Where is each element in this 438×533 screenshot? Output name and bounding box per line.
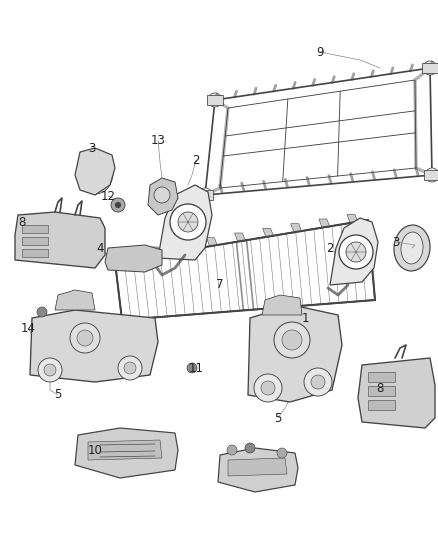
Polygon shape [75, 428, 178, 478]
Text: 12: 12 [100, 190, 116, 203]
Text: 8: 8 [376, 382, 384, 394]
Circle shape [178, 212, 198, 232]
Text: 5: 5 [54, 389, 62, 401]
Circle shape [423, 61, 437, 75]
Circle shape [425, 168, 438, 182]
Circle shape [187, 363, 197, 373]
Ellipse shape [77, 150, 113, 194]
Circle shape [77, 330, 93, 346]
Polygon shape [262, 295, 302, 315]
Circle shape [304, 368, 332, 396]
Circle shape [282, 330, 302, 350]
Polygon shape [218, 448, 298, 492]
Polygon shape [358, 358, 435, 428]
Polygon shape [122, 252, 133, 260]
Circle shape [38, 358, 62, 382]
Circle shape [227, 445, 237, 455]
Polygon shape [115, 220, 375, 320]
Polygon shape [319, 219, 330, 227]
Text: 14: 14 [21, 321, 35, 335]
Polygon shape [368, 386, 395, 396]
Polygon shape [207, 95, 223, 105]
Polygon shape [15, 212, 105, 268]
Text: 2: 2 [326, 241, 334, 254]
Polygon shape [150, 247, 161, 255]
Polygon shape [75, 148, 115, 195]
Polygon shape [30, 310, 158, 382]
Polygon shape [206, 238, 217, 246]
Circle shape [245, 443, 255, 453]
Polygon shape [424, 170, 438, 180]
Circle shape [124, 362, 136, 374]
Text: 4: 4 [96, 241, 104, 254]
Ellipse shape [401, 232, 423, 264]
Polygon shape [234, 233, 246, 241]
Polygon shape [263, 228, 274, 236]
Circle shape [346, 242, 366, 262]
Polygon shape [228, 458, 287, 476]
Polygon shape [220, 80, 416, 188]
Text: 8: 8 [18, 215, 26, 229]
Polygon shape [158, 185, 212, 260]
Polygon shape [205, 68, 432, 195]
Circle shape [261, 381, 275, 395]
Circle shape [198, 188, 212, 202]
Polygon shape [148, 178, 178, 215]
Polygon shape [197, 190, 213, 200]
Circle shape [70, 323, 100, 353]
Polygon shape [248, 305, 342, 402]
Circle shape [274, 322, 310, 358]
Ellipse shape [84, 157, 106, 187]
Text: 13: 13 [151, 133, 166, 147]
Circle shape [115, 202, 121, 208]
Text: 7: 7 [216, 279, 224, 292]
Ellipse shape [394, 225, 430, 271]
Text: 1: 1 [301, 311, 309, 325]
Circle shape [154, 187, 170, 203]
Circle shape [208, 93, 222, 107]
Polygon shape [368, 400, 395, 410]
Polygon shape [330, 218, 378, 285]
Polygon shape [22, 249, 48, 257]
Polygon shape [88, 440, 162, 460]
Text: 11: 11 [188, 361, 204, 375]
Circle shape [37, 307, 47, 317]
Polygon shape [22, 225, 48, 233]
Text: 10: 10 [88, 443, 102, 456]
Text: 3: 3 [88, 141, 95, 155]
Polygon shape [347, 214, 358, 222]
Circle shape [111, 198, 125, 212]
Text: 9: 9 [316, 45, 324, 59]
Polygon shape [105, 245, 162, 272]
Circle shape [44, 364, 56, 376]
Polygon shape [22, 237, 48, 245]
Polygon shape [291, 224, 302, 232]
Polygon shape [368, 372, 395, 382]
Text: 5: 5 [274, 411, 282, 424]
Polygon shape [55, 290, 95, 310]
Circle shape [118, 356, 142, 380]
Circle shape [170, 204, 206, 240]
Circle shape [311, 375, 325, 389]
Circle shape [254, 374, 282, 402]
Polygon shape [422, 63, 438, 73]
Text: 3: 3 [392, 236, 400, 248]
Text: 2: 2 [192, 154, 200, 166]
Circle shape [277, 448, 287, 458]
Circle shape [339, 235, 373, 269]
Polygon shape [178, 243, 189, 251]
